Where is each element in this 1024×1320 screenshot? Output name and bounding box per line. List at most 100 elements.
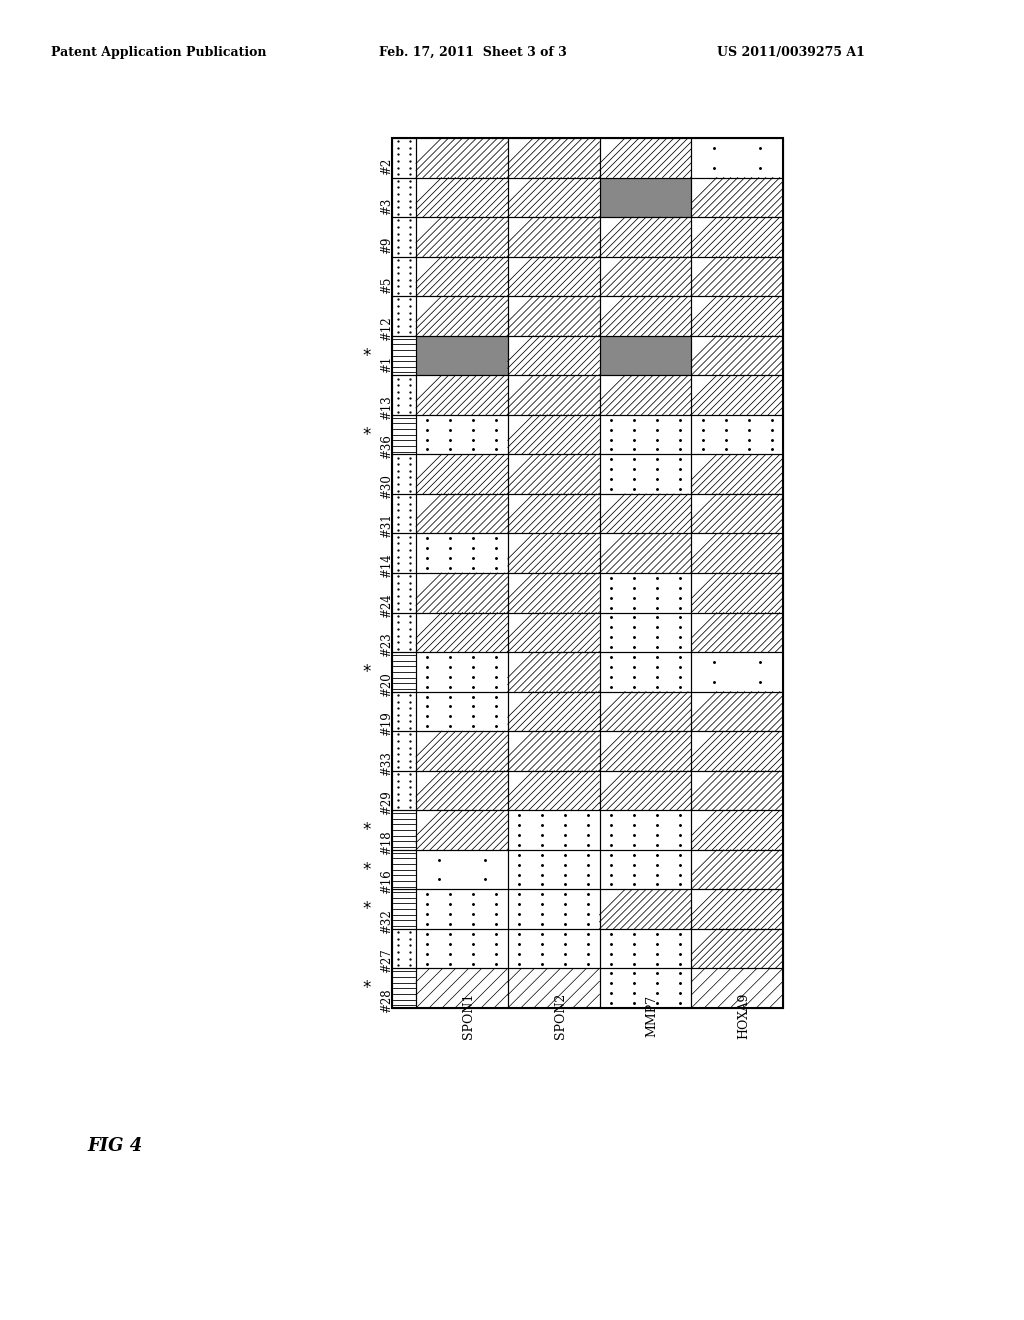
Polygon shape xyxy=(392,335,416,375)
Polygon shape xyxy=(508,929,599,969)
Polygon shape xyxy=(691,533,783,573)
Text: #31: #31 xyxy=(381,513,393,539)
Polygon shape xyxy=(416,454,508,494)
Polygon shape xyxy=(599,731,691,771)
Text: *: * xyxy=(362,821,371,840)
Polygon shape xyxy=(416,335,508,375)
Text: #16: #16 xyxy=(381,870,393,895)
Polygon shape xyxy=(392,139,416,178)
Polygon shape xyxy=(508,652,599,692)
Polygon shape xyxy=(599,256,691,296)
Polygon shape xyxy=(691,731,783,771)
Polygon shape xyxy=(599,850,691,890)
Polygon shape xyxy=(691,890,783,929)
Polygon shape xyxy=(599,414,691,454)
Text: US 2011/0039275 A1: US 2011/0039275 A1 xyxy=(717,46,864,59)
Polygon shape xyxy=(691,652,783,692)
Text: #9: #9 xyxy=(381,236,393,255)
Polygon shape xyxy=(416,771,508,810)
Polygon shape xyxy=(392,375,416,414)
Text: #13: #13 xyxy=(381,395,393,420)
Polygon shape xyxy=(599,375,691,414)
Polygon shape xyxy=(416,335,508,375)
Polygon shape xyxy=(392,178,416,216)
Text: #3: #3 xyxy=(381,197,393,215)
Polygon shape xyxy=(599,335,691,375)
Polygon shape xyxy=(508,454,599,494)
Polygon shape xyxy=(392,810,416,850)
Polygon shape xyxy=(392,256,416,296)
Polygon shape xyxy=(392,929,416,969)
Polygon shape xyxy=(508,573,599,612)
Polygon shape xyxy=(691,573,783,612)
Polygon shape xyxy=(691,929,783,969)
Polygon shape xyxy=(691,810,783,850)
Polygon shape xyxy=(691,969,783,1008)
Polygon shape xyxy=(599,929,691,969)
Polygon shape xyxy=(599,139,691,178)
Text: #36: #36 xyxy=(381,434,393,459)
Polygon shape xyxy=(599,335,691,375)
Text: *: * xyxy=(362,663,371,681)
Polygon shape xyxy=(392,850,416,890)
Text: FIG 4: FIG 4 xyxy=(87,1137,142,1155)
Polygon shape xyxy=(392,612,416,652)
Text: *: * xyxy=(362,979,371,997)
Text: *: * xyxy=(362,861,371,879)
Polygon shape xyxy=(416,178,508,216)
Polygon shape xyxy=(691,335,783,375)
Text: #14: #14 xyxy=(381,553,393,578)
Polygon shape xyxy=(691,612,783,652)
Text: #32: #32 xyxy=(381,909,393,933)
Polygon shape xyxy=(416,216,508,256)
Polygon shape xyxy=(416,573,508,612)
Text: *: * xyxy=(362,346,371,364)
Polygon shape xyxy=(392,494,416,533)
Polygon shape xyxy=(416,414,508,454)
Polygon shape xyxy=(392,731,416,771)
Polygon shape xyxy=(392,771,416,810)
Text: #27: #27 xyxy=(381,949,393,973)
Polygon shape xyxy=(416,256,508,296)
Polygon shape xyxy=(599,494,691,533)
Text: #33: #33 xyxy=(381,751,393,776)
Polygon shape xyxy=(392,573,416,612)
Polygon shape xyxy=(416,494,508,533)
Polygon shape xyxy=(691,692,783,731)
Polygon shape xyxy=(691,454,783,494)
Polygon shape xyxy=(392,652,416,692)
Polygon shape xyxy=(508,731,599,771)
Polygon shape xyxy=(392,414,416,454)
Polygon shape xyxy=(508,256,599,296)
Polygon shape xyxy=(691,850,783,890)
Polygon shape xyxy=(691,296,783,335)
Polygon shape xyxy=(599,969,691,1008)
Polygon shape xyxy=(508,533,599,573)
Polygon shape xyxy=(508,810,599,850)
Polygon shape xyxy=(416,652,508,692)
Polygon shape xyxy=(691,256,783,296)
Polygon shape xyxy=(416,929,508,969)
Text: #24: #24 xyxy=(381,593,393,618)
Polygon shape xyxy=(392,296,416,335)
Polygon shape xyxy=(599,573,691,612)
Polygon shape xyxy=(508,335,599,375)
Polygon shape xyxy=(416,969,508,1008)
Polygon shape xyxy=(599,810,691,850)
Text: SPON2: SPON2 xyxy=(554,993,566,1039)
Text: #19: #19 xyxy=(381,711,393,737)
Text: Feb. 17, 2011  Sheet 3 of 3: Feb. 17, 2011 Sheet 3 of 3 xyxy=(379,46,566,59)
Text: #1: #1 xyxy=(381,355,393,372)
Polygon shape xyxy=(416,890,508,929)
Polygon shape xyxy=(416,850,508,890)
Polygon shape xyxy=(599,890,691,929)
Polygon shape xyxy=(508,771,599,810)
Polygon shape xyxy=(599,692,691,731)
Polygon shape xyxy=(691,216,783,256)
Polygon shape xyxy=(599,533,691,573)
Text: #29: #29 xyxy=(381,791,393,816)
Text: #28: #28 xyxy=(381,989,393,1012)
Polygon shape xyxy=(392,890,416,929)
Polygon shape xyxy=(691,178,783,216)
Polygon shape xyxy=(508,494,599,533)
